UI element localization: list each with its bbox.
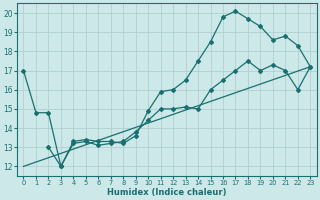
X-axis label: Humidex (Indice chaleur): Humidex (Indice chaleur): [107, 188, 227, 197]
